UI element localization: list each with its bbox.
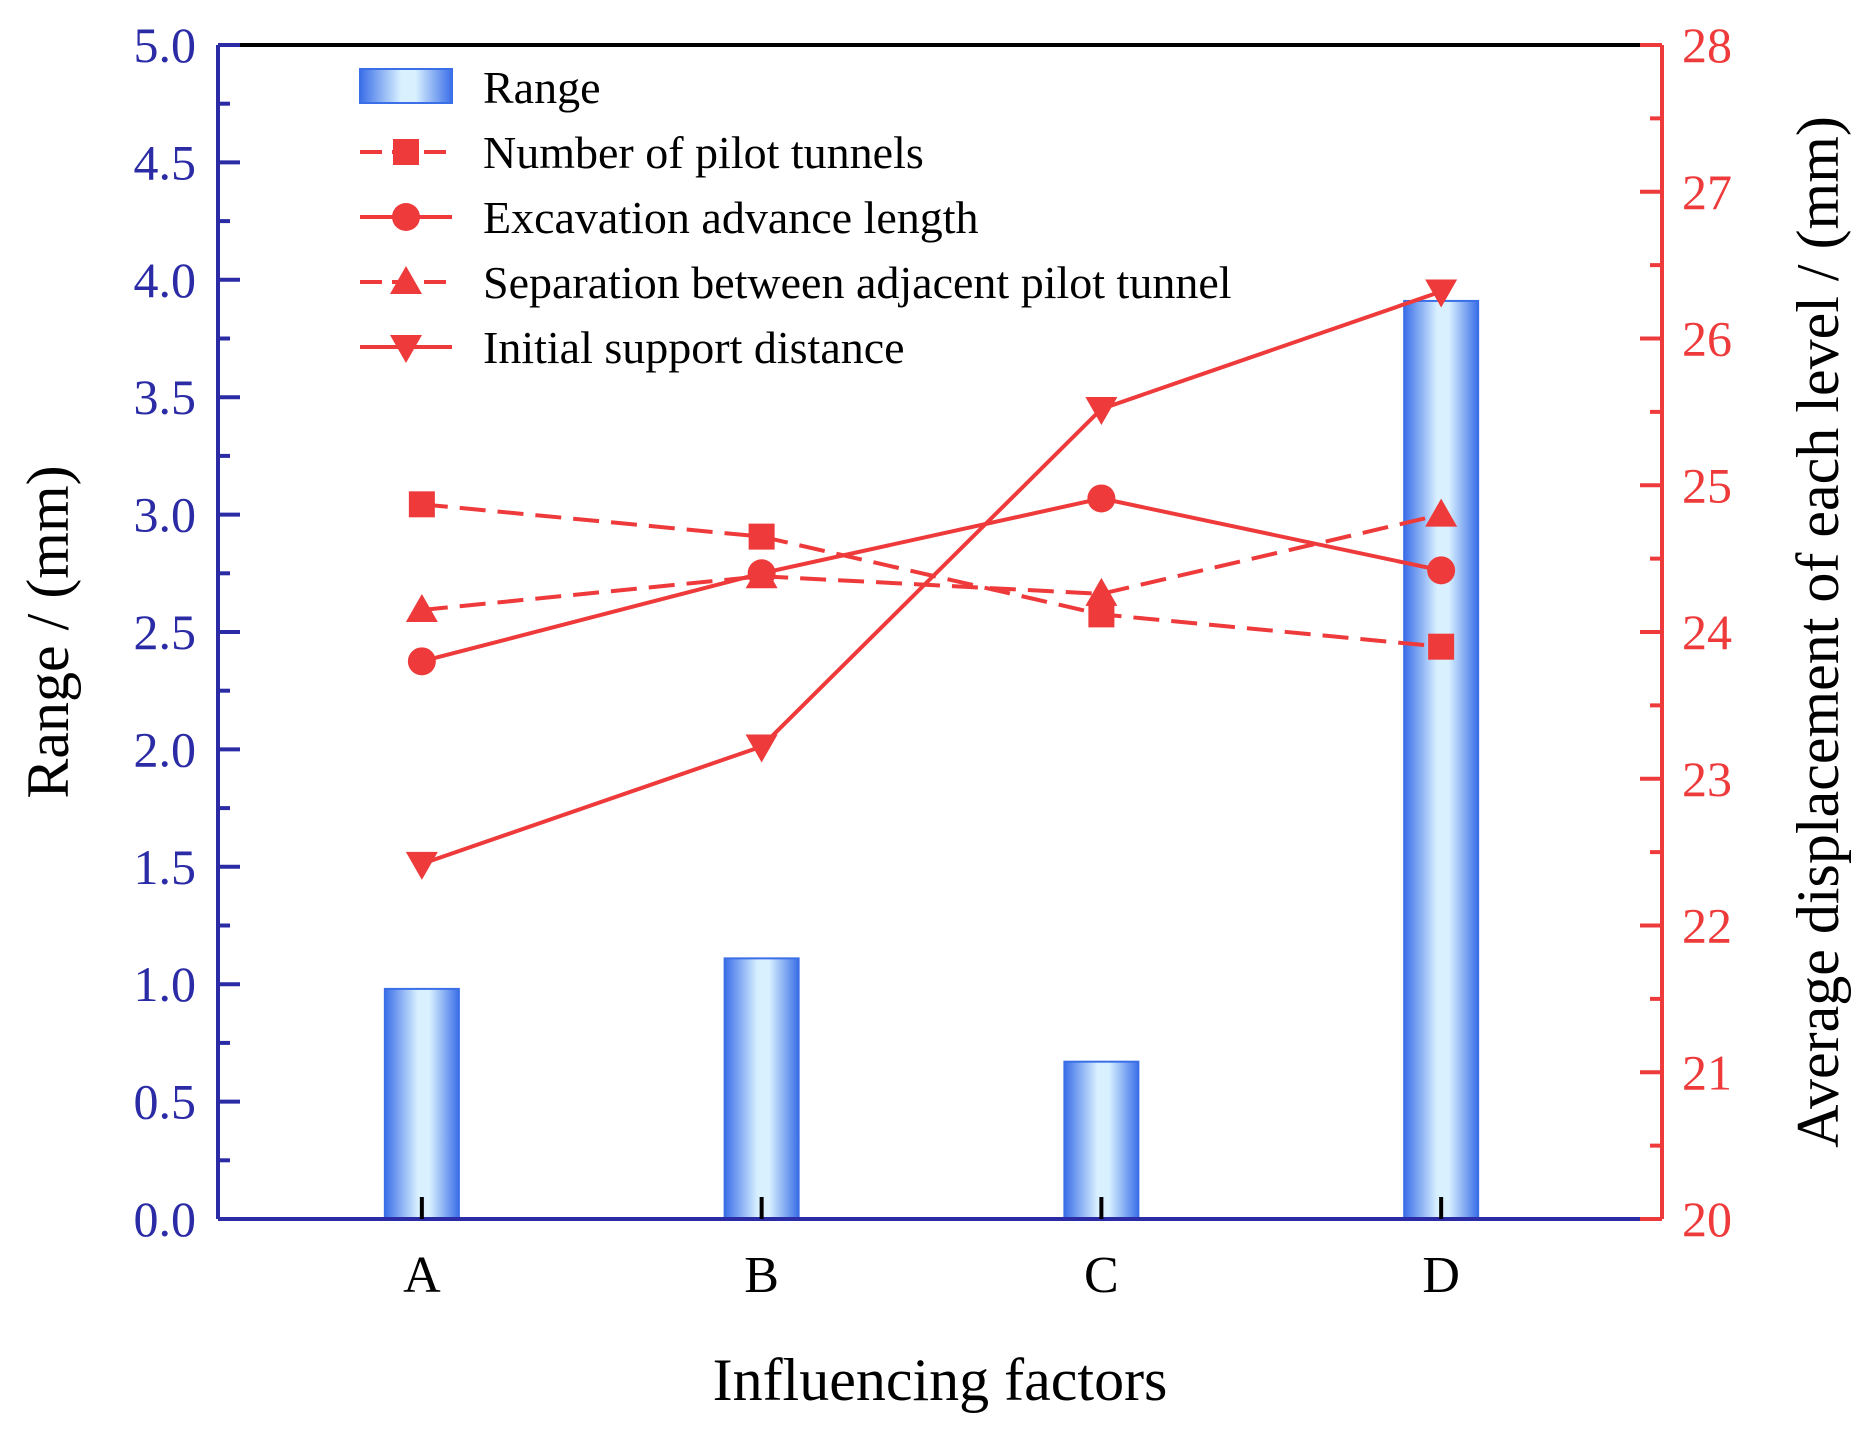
series-4-point-B <box>745 734 778 763</box>
series-line-2 <box>421 496 1442 664</box>
y-right-tick-label: 26 <box>1682 311 1732 367</box>
series-4-point-A <box>405 851 438 880</box>
y-right-tick-label: 23 <box>1682 751 1732 807</box>
y-left-tick-label: 3.0 <box>134 487 197 543</box>
legend-label-2: Excavation advance length <box>483 192 979 243</box>
lines-layer <box>405 279 1458 880</box>
y-right-tick-label: 24 <box>1682 604 1732 660</box>
y-left-tick-label: 0.0 <box>134 1191 197 1247</box>
bar-A <box>383 987 460 1220</box>
y-right-tick-label: 27 <box>1682 164 1732 220</box>
legend-marker-1 <box>393 139 419 165</box>
y-left-tick-label: 2.5 <box>134 604 197 660</box>
y-axis-left-title: Range / (mm) <box>15 465 81 798</box>
legend-label-1: Number of pilot tunnels <box>483 127 924 178</box>
y-left-tick-label: 1.5 <box>134 839 197 895</box>
x-axis-title: Influencing factors <box>713 1347 1168 1413</box>
series-4-point-D <box>1425 279 1458 308</box>
y-left-tick-label: 3.5 <box>134 369 197 425</box>
series-1-point-D <box>1428 633 1455 660</box>
bar-D <box>1403 299 1480 1220</box>
legend-marker-2 <box>392 203 420 231</box>
y-left-tick-label: 2.0 <box>134 721 197 777</box>
y-right-tick-label: 22 <box>1682 898 1732 954</box>
legend-swatch-range <box>359 68 453 104</box>
bars-layer <box>383 299 1480 1220</box>
x-tick-label: B <box>744 1247 779 1304</box>
bar-C <box>1063 1060 1140 1220</box>
legend-label-4: Initial support distance <box>483 322 905 373</box>
series-line-3 <box>421 512 1442 612</box>
axes-layer: 0.0 0.5 1.0 1.5 2.0 2.5 3.0 3.5 4.0 4.5 5.0 20 21 22 2… <box>134 17 1733 1304</box>
y-left-tick-label: 4.5 <box>134 134 197 190</box>
series-2-point-C <box>1087 484 1116 513</box>
series-1-point-B <box>748 523 775 550</box>
y-left-tick-label: 1.0 <box>134 956 197 1012</box>
x-tick-label: D <box>1422 1247 1460 1304</box>
series-3-point-D <box>1425 498 1458 527</box>
y-axis-right-title: Average displacement of each level / (mm… <box>1785 116 1851 1148</box>
series-1-point-A <box>408 491 435 518</box>
legend-label-range: Range <box>483 62 601 113</box>
x-tick-label: A <box>403 1247 441 1304</box>
y-right-tick-label: 28 <box>1682 17 1732 73</box>
legend-marker-4 <box>390 335 422 363</box>
series-3-point-B <box>745 560 778 589</box>
series-2-point-A <box>407 647 436 676</box>
series-3-point-C <box>1085 577 1118 606</box>
legend: Range Number of pilot tunnels Excavation a… <box>359 62 1232 373</box>
y-right-tick-label: 25 <box>1682 457 1732 513</box>
y-right-tick-label: 21 <box>1682 1044 1732 1100</box>
y-left-tick-label: 5.0 <box>134 17 197 73</box>
y-left-tick-label: 0.5 <box>134 1074 197 1130</box>
series-4-point-C <box>1085 396 1118 425</box>
legend-label-3: Separation between adjacent pilot tunnel <box>483 257 1232 308</box>
x-tick-label: C <box>1084 1247 1119 1304</box>
series-line-4 <box>421 289 1442 866</box>
legend-marker-3 <box>390 266 422 294</box>
series-3-point-A <box>405 593 438 622</box>
y-right-tick-label: 20 <box>1682 1191 1732 1247</box>
y-left-tick-label: 4.0 <box>134 252 197 308</box>
series-2-point-D <box>1427 556 1456 585</box>
bar-B <box>723 957 800 1220</box>
